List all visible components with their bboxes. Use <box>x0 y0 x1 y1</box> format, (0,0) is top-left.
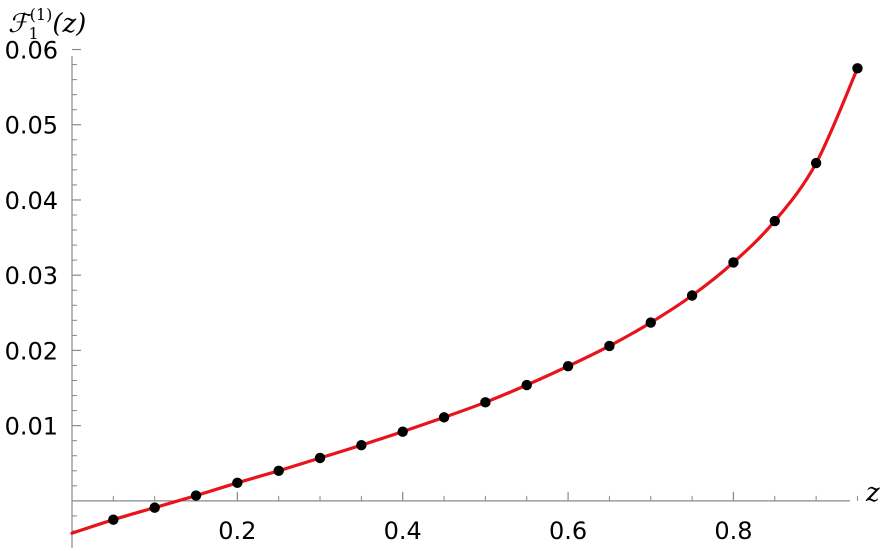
y-tick-label: 0.03 <box>5 262 58 290</box>
y-axis-title-superscript: (1) <box>30 5 53 24</box>
x-tick-label: 0.6 <box>549 517 587 545</box>
y-tick-label: 0.02 <box>5 337 58 365</box>
labels-layer: 0.2 0.4 0.6 0.8 0.01 0.02 0.03 0.04 0.05 0.06 <box>5 37 753 545</box>
data-point <box>769 215 780 227</box>
x-tick-label: 0.2 <box>218 517 256 545</box>
data-point <box>686 290 698 301</box>
data-point <box>852 63 863 74</box>
data-point <box>562 361 574 372</box>
data-point <box>810 157 822 169</box>
data-point <box>314 452 326 464</box>
data-point <box>232 477 243 489</box>
points-layer <box>108 63 863 525</box>
data-point <box>728 257 739 268</box>
axes <box>71 48 858 548</box>
series-line <box>70 66 860 535</box>
data-point <box>521 379 532 391</box>
y-tick-label: 0.05 <box>5 112 58 140</box>
data-point <box>273 465 284 476</box>
y-axis-title: ℱ1(1)(z) <box>8 5 86 43</box>
data-point <box>480 397 491 408</box>
data-point <box>397 426 408 437</box>
data-point <box>438 412 450 423</box>
y-axis-title-argument: (z) <box>52 9 86 39</box>
x-tick-label: 0.8 <box>714 517 752 545</box>
y-tick-label: 0.04 <box>5 187 58 215</box>
data-point <box>604 340 615 352</box>
curve-layer <box>70 66 860 535</box>
y-axis-title-subscript: 1 <box>28 24 38 43</box>
data-point <box>645 317 656 328</box>
x-axis-title: z <box>865 478 880 508</box>
data-point <box>108 514 119 525</box>
data-point <box>149 502 160 513</box>
data-point <box>190 490 202 501</box>
x-tick-label: 0.4 <box>384 517 422 545</box>
data-point <box>356 440 367 451</box>
y-tick-label: 0.01 <box>5 413 58 441</box>
y-tick-label: 0.06 <box>5 37 58 65</box>
